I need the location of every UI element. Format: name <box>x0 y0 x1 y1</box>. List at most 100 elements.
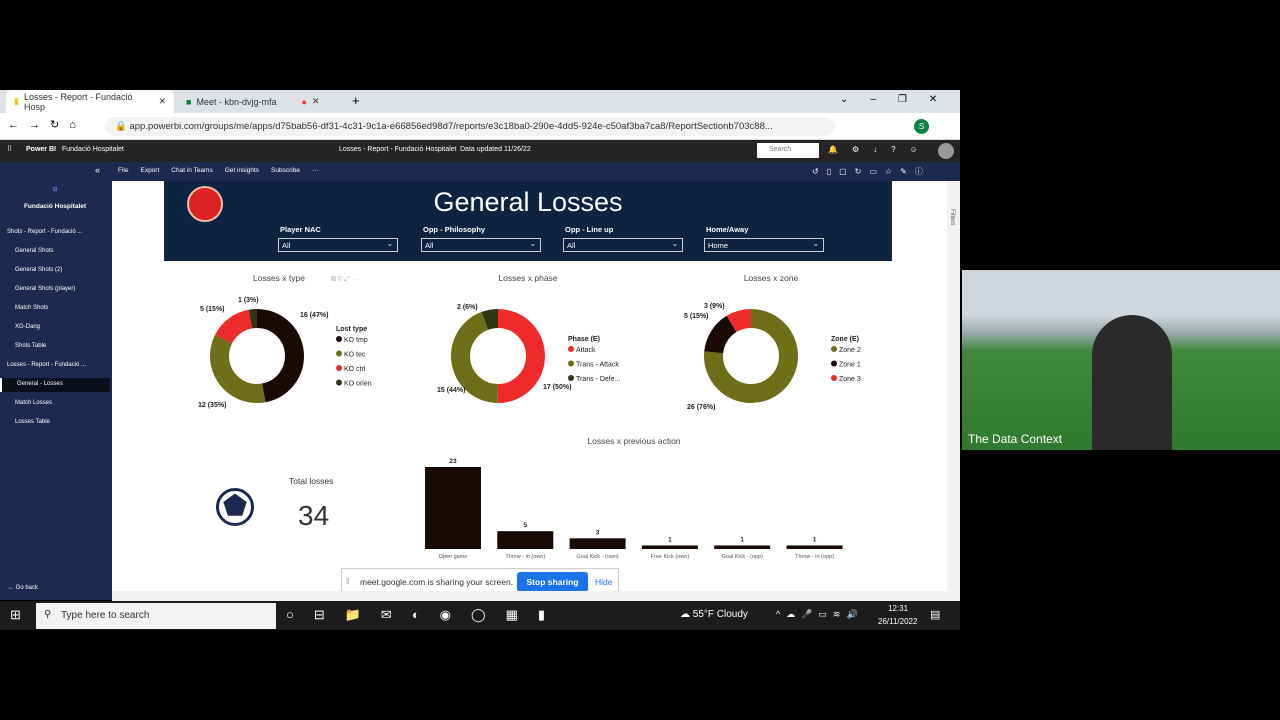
chart-title: Losses x type <box>253 273 305 283</box>
chevron-down-icon: ⌄ <box>386 239 393 248</box>
filter-label: Opp - Line up <box>565 225 614 234</box>
tab-label: Losses - Report - Fundació Hosp <box>23 91 133 112</box>
tab-meet[interactable]: ■ Meet - kbn-dvjg-mfa ● ✕ <box>178 90 343 113</box>
clock-time: 12:31 <box>888 604 909 613</box>
x-tick-label: Throw - in (own) <box>505 554 545 560</box>
sidebar-item[interactable]: XG-Dang <box>15 324 41 330</box>
filter-label: Home/Away <box>706 225 749 234</box>
donut-slice[interactable] <box>210 309 304 403</box>
filter-dropdown[interactable]: All ⌄ <box>278 238 398 252</box>
legend-item: Trans - Defe... <box>576 376 621 383</box>
sidebar-item[interactable]: Match Shots <box>15 305 49 311</box>
browser-tab-strip: ▮ Losses - Report - Fundació Hosp ✕ ■ Meet … <box>0 90 960 113</box>
toolbar-item[interactable]: Chat in Teams <box>171 167 213 174</box>
meet-icon: ■ <box>186 96 192 107</box>
toolbar-item[interactable]: Get insights <box>224 167 260 174</box>
legend-marker <box>831 360 837 367</box>
data-updated[interactable]: Data updated 11/26/22 <box>460 146 531 153</box>
search-input[interactable]: Search <box>757 143 819 158</box>
toolbar-item[interactable]: Export <box>140 167 160 174</box>
data-label: 12 (35%) <box>198 402 226 409</box>
data-label: 26 (76%) <box>687 404 715 411</box>
bar[interactable] <box>786 545 843 549</box>
collapse-icon[interactable]: « <box>95 165 101 175</box>
search-icon: ⚲ <box>44 609 52 620</box>
donut-slice[interactable] <box>451 309 545 403</box>
weather[interactable]: ☁ 55°F Cloudy <box>680 609 748 620</box>
sidebar-item[interactable]: Match Losses <box>15 400 53 406</box>
url-text: app.powerbi.com/groups/me/apps/d75bab56-… <box>129 121 773 132</box>
sidebar-item[interactable]: General Shots <box>15 248 54 254</box>
data-label: 5 (15%) <box>200 306 225 313</box>
chart-title: Losses x phase <box>498 273 557 283</box>
bar[interactable] <box>641 545 698 549</box>
charts-layer: Losses x type 16 (47%) KO tmp 12 (35%) KO te… <box>198 273 861 560</box>
url-input[interactable]: 🔒 app.powerbi.com/groups/me/apps/d75bab5… <box>105 117 835 136</box>
total-losses-value: 34 <box>298 500 330 531</box>
new-tab-button[interactable]: + <box>352 93 360 108</box>
windows-start-icon[interactable]: ⊞ <box>10 607 21 622</box>
legend-marker <box>831 375 837 381</box>
hide-button[interactable]: Hide <box>595 577 613 587</box>
arrow-left-icon: ← <box>8 585 16 591</box>
filter-dropdown[interactable]: All ⌄ <box>421 238 541 252</box>
cloud-icon: ☁ <box>680 609 693 620</box>
brand[interactable]: Power BI <box>26 146 56 153</box>
person-silhouette <box>1092 315 1172 450</box>
recording-icon: ● <box>301 96 307 107</box>
bar[interactable] <box>569 538 626 549</box>
share-text: meet.google.com is sharing your screen. <box>360 577 514 587</box>
legend-item: Attack <box>576 347 596 354</box>
notification-icon[interactable]: ▤ <box>930 609 941 621</box>
toolbar-item[interactable]: File <box>118 167 129 174</box>
taskbar-search[interactable]: ⚲ Type here to search <box>36 603 276 629</box>
header-icons[interactable]: 🔔⚙↓?☺ <box>828 145 932 154</box>
avatar[interactable]: S <box>914 119 929 134</box>
sidebar-section[interactable]: Losses - Report - Fundació ... <box>7 362 87 368</box>
sidebar-item[interactable]: Losses Table <box>15 419 50 425</box>
tab-losses-report[interactable]: ▮ Losses - Report - Fundació Hosp ✕ <box>6 90 174 113</box>
sidebar-item[interactable]: General Shots (player) <box>15 286 76 292</box>
bar-value-label: 1 <box>813 536 817 543</box>
bar-value-label: 3 <box>596 529 600 536</box>
bar[interactable] <box>714 545 771 549</box>
report-title: Losses - Report - Fundació Hospitalet <box>339 146 457 153</box>
close-icon[interactable]: ✕ <box>158 96 166 106</box>
filter-dropdown[interactable]: Home ⌄ <box>704 238 824 252</box>
close-icon[interactable]: ✕ <box>311 96 320 106</box>
legend-item: Trans - Attack <box>576 362 619 369</box>
stop-sharing-button[interactable]: Stop sharing <box>517 572 588 592</box>
nav-buttons[interactable]: ←→↻⌂ <box>8 119 86 131</box>
toolbar-item[interactable]: ··· <box>311 167 319 174</box>
lock-icon: 🔒 <box>115 121 130 132</box>
filters-pane[interactable]: Filters <box>947 181 960 591</box>
app-launcher-icon[interactable]: ⠿ <box>7 146 13 153</box>
webcam-feed: The Data Context <box>962 270 1280 450</box>
taskbar-apps[interactable]: ○⊟📁✉◐◉◯▦▮ <box>286 607 566 622</box>
sidebar-item[interactable]: General Shots (2) <box>15 267 63 273</box>
donut-slice[interactable] <box>210 309 304 403</box>
data-label: 1 (3%) <box>238 297 259 304</box>
powerbi-icon: ▮ <box>14 96 19 106</box>
donut-slice[interactable] <box>704 309 798 403</box>
bar[interactable] <box>425 467 481 549</box>
view-icons[interactable]: ↺▯▢↻▭☆✎ⓘ <box>812 167 931 176</box>
sidebar-section[interactable]: Shots - Report - Fundació ... <box>7 229 83 235</box>
toolbar-item[interactable]: Subscribe <box>271 167 300 174</box>
data-label: 16 (47%) <box>300 312 328 319</box>
go-back-link[interactable]: ← Go back <box>8 585 39 591</box>
sidebar-item[interactable]: Shots Table <box>15 343 47 349</box>
window-controls[interactable]: ⌄–❐✕ <box>840 94 960 105</box>
sidebar-item[interactable]: General - Losses <box>0 378 110 392</box>
filter-dropdown[interactable]: All ⌄ <box>563 238 683 252</box>
legend-marker <box>568 346 574 352</box>
tray-icons[interactable]: ^☁🎤▭≋🔊 <box>776 609 864 619</box>
data-label: 5 (15%) <box>684 313 709 320</box>
legend-title: Phase (E) <box>568 336 600 343</box>
bar[interactable] <box>497 531 554 549</box>
x-tick-label: Free Kick (own) <box>651 554 690 560</box>
total-losses-label: Total losses <box>289 476 334 486</box>
user-avatar[interactable] <box>938 143 954 159</box>
x-tick-label: Open game <box>439 554 468 560</box>
donut-slice[interactable] <box>451 309 545 403</box>
